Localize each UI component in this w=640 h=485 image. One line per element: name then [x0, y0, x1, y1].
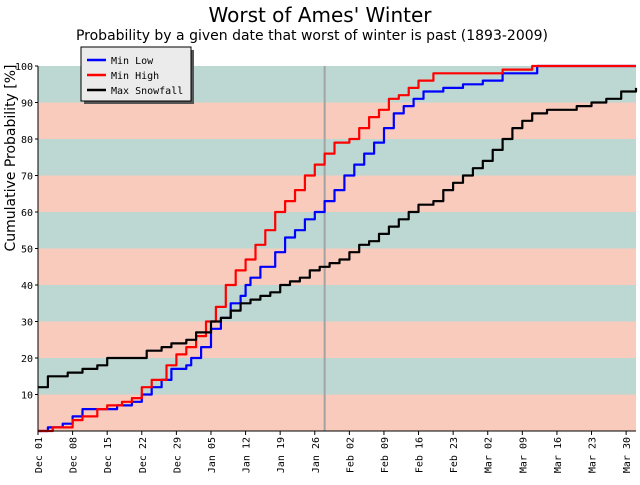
background-band: [38, 139, 636, 176]
background-band: [38, 212, 636, 249]
background-band: [38, 394, 636, 431]
x-tick-label: Feb 09: [380, 437, 391, 473]
background-band: [38, 321, 636, 358]
x-tick-label: Jan 19: [276, 437, 287, 473]
series-line-min-low: [38, 64, 636, 433]
x-tick-label: Jan 05: [207, 437, 218, 473]
x-tick-label: Dec 15: [103, 437, 114, 473]
y-tick-label: 40: [21, 281, 33, 292]
y-axis-label: Cumulative Probability [%]: [3, 64, 19, 251]
series-line-max-snowfall: [38, 87, 638, 389]
legend: Min Low Min High Max Snowfall: [80, 46, 194, 104]
y-tick-label: 20: [21, 354, 33, 365]
x-tick-label: Mar 23: [588, 437, 599, 473]
y-tick-label: 50: [21, 245, 33, 256]
background-band: [38, 285, 636, 322]
background-bands: [38, 66, 636, 431]
legend-label-max-snowfall: Max Snowfall: [111, 86, 183, 97]
x-tick-label: Feb 16: [415, 437, 426, 473]
background-band: [38, 248, 636, 285]
x-tick-label: Mar 09: [518, 437, 529, 473]
x-tick-label: Mar 02: [484, 437, 495, 473]
background-band: [38, 175, 636, 212]
x-tick-label: Feb 23: [449, 437, 460, 473]
x-tick-label: Dec 08: [69, 437, 80, 473]
background-band: [38, 102, 636, 139]
y-tick-label: 30: [21, 318, 33, 329]
chart-subtitle: Probability by a given date that worst o…: [76, 28, 548, 44]
background-band: [38, 358, 636, 395]
y-tick-label: 10: [21, 391, 33, 402]
x-tick-label: Dec 01: [34, 437, 45, 473]
x-tick-label: Dec 29: [172, 437, 183, 473]
chart-title: Worst of Ames' Winter: [209, 3, 433, 27]
x-tick-label: Jan 12: [242, 437, 253, 473]
x-tick-label: Feb 02: [345, 437, 356, 473]
y-tick-label: 90: [21, 99, 33, 110]
x-tick-label: Dec 22: [138, 437, 149, 473]
y-tick-label: 80: [21, 135, 33, 146]
x-tick-label: Mar 16: [553, 437, 564, 473]
axis-layer: 10 20 30 40 50 60 70 80 90 100 Dec 01 Dec 08 Dec 15 D…: [15, 62, 636, 473]
series-layer: [38, 64, 638, 433]
series-line-min-high: [38, 64, 636, 433]
x-tick-label: Jan 26: [311, 437, 322, 473]
x-tick-label: Mar 30: [622, 437, 633, 473]
y-tick-label: 60: [21, 208, 33, 219]
y-tick-label: 100: [15, 62, 33, 73]
legend-label-min-high: Min High: [111, 71, 159, 82]
legend-label-min-low: Min Low: [111, 56, 154, 67]
y-tick-label: 70: [21, 172, 33, 183]
